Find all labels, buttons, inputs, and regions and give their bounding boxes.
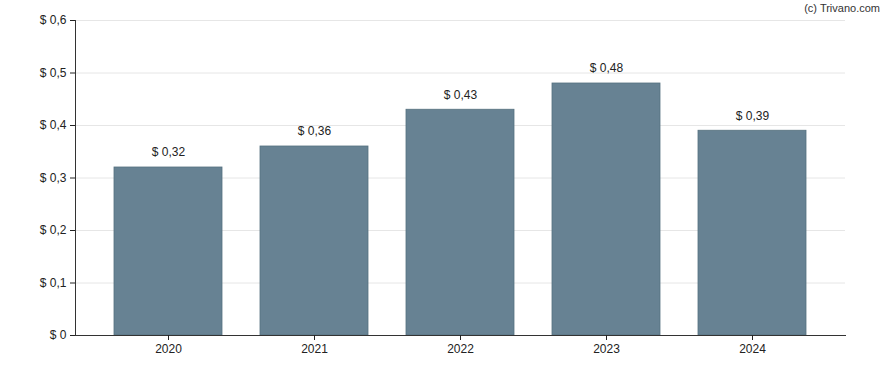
svg-text:$ 0,5: $ 0,5 [40,66,67,80]
html-text:(c) Trivano.com: (c) Trivano.com [804,2,880,14]
svg-text:2020: 2020 [155,342,182,356]
svg-text:$ 0,2: $ 0,2 [40,223,67,237]
svg-text:$ 0,39: $ 0,39 [736,109,770,123]
svg-text:$ 0,48: $ 0,48 [590,61,624,75]
svg-text:2023: 2023 [593,342,620,356]
svg-text:2021: 2021 [301,342,328,356]
svg-text:$ 0,43: $ 0,43 [444,88,478,102]
svg-text:2024: 2024 [739,342,766,356]
svg-text:$ 0,36: $ 0,36 [298,124,332,138]
svg-text:$ 0,1: $ 0,1 [40,276,67,290]
svg-text:$ 0: $ 0 [50,328,67,342]
svg-text:2022: 2022 [447,342,474,356]
svg-text:$ 0,4: $ 0,4 [40,118,67,132]
svg-text:$ 0,6: $ 0,6 [40,13,67,27]
svg-text:$ 0,32: $ 0,32 [152,145,186,159]
svg-text:$ 0,3: $ 0,3 [40,171,67,185]
